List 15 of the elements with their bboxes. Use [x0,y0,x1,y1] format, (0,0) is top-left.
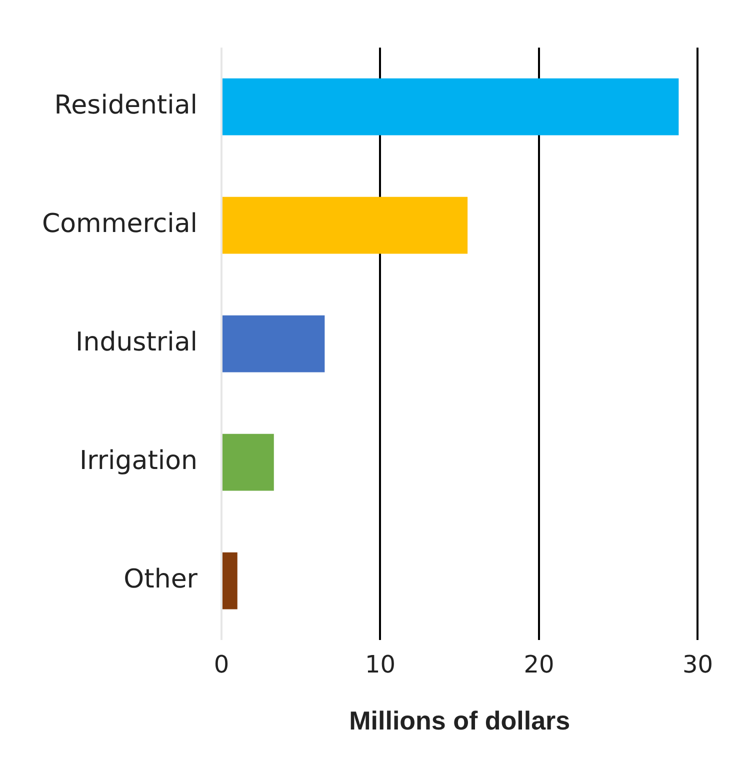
y-tick-label: Residential [54,90,198,121]
y-tick-label: Other [124,564,198,595]
bar [222,552,238,610]
x-tick-label: 10 [364,650,396,679]
y-tick-label: Irrigation [79,446,198,476]
x-tick-label: 0 [214,650,230,679]
bar [222,315,325,372]
y-tick-label: Industrial [76,328,198,358]
x-axis-title: Millions of dollars [349,706,570,736]
x-tick-label: 20 [524,650,554,679]
y-tick-label: Commercial [42,209,198,240]
bar [222,434,274,491]
x-tick-label: 30 [682,650,714,679]
bar [222,78,679,136]
bar [222,196,468,254]
